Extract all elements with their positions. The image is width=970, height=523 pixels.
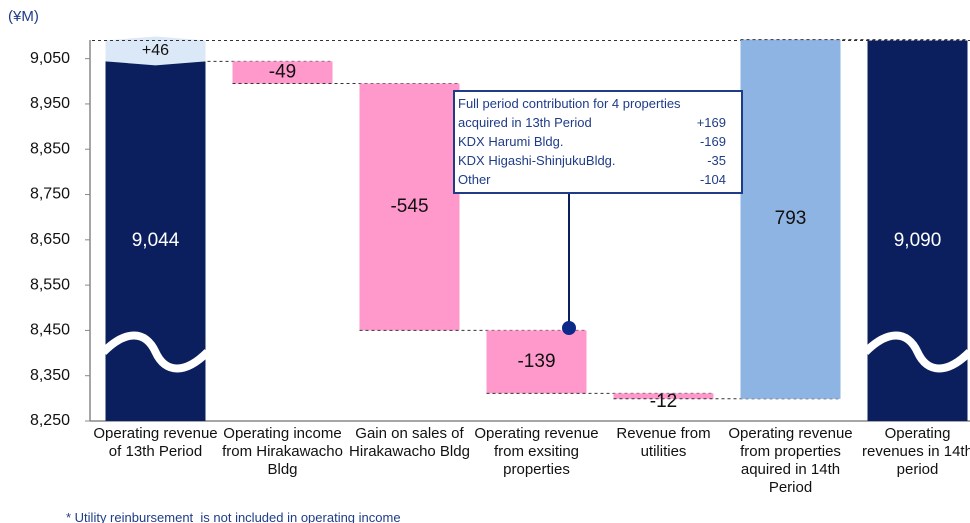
- annotation-box: Full period contribution for 4 propertie…: [453, 90, 743, 194]
- y-tick-label: 8,950: [30, 95, 70, 112]
- y-tick-label: 9,050: [30, 50, 70, 67]
- value-label: 9,044: [132, 230, 180, 251]
- y-tick-label: 8,450: [30, 322, 70, 339]
- y-tick-label: 8,850: [30, 140, 70, 157]
- bar: [105, 61, 206, 421]
- y-tick-label: 8,350: [30, 367, 70, 384]
- y-tick-label: 8,250: [30, 412, 70, 429]
- annotation-value: -169: [699, 134, 726, 149]
- value-label: -12: [650, 391, 677, 412]
- callout-dot: [562, 321, 576, 335]
- annotation-value: -35: [707, 153, 726, 168]
- bar: [740, 39, 841, 399]
- x-tick-label: Operating revenue from properties aquire…: [728, 425, 853, 496]
- annotation-text: acquired in 13th Period: [458, 115, 592, 130]
- annotation-text: KDX Higashi-ShinjukuBldg.: [458, 153, 616, 168]
- annotation-heading: Full period contribution for 4 propertie…: [458, 96, 681, 111]
- x-tick-label: Revenue from utilities: [616, 425, 711, 460]
- bar: [359, 83, 460, 331]
- axis-break: [862, 331, 970, 373]
- annotation-row: KDX Harumi Bldg. -169: [458, 132, 738, 151]
- y-tick-label: 8,650: [30, 231, 70, 248]
- value-label: 793: [775, 208, 807, 229]
- y-tick-label: 8,550: [30, 276, 70, 293]
- difference-arrow: [105, 36, 206, 66]
- annotation-row: acquired in 13th Period +169: [458, 113, 738, 132]
- value-label: -139: [517, 351, 555, 372]
- annotation-text: Other: [458, 172, 491, 187]
- annotation-row: KDX Higashi-ShinjukuBldg. -35: [458, 151, 738, 170]
- difference-label: +46: [142, 42, 169, 59]
- value-label: 9,090: [894, 230, 942, 251]
- value-label: -49: [269, 61, 296, 82]
- bar: [486, 330, 587, 394]
- x-tick-label: Operating revenue from exsiting properti…: [474, 425, 599, 478]
- y-tick-label: 8,750: [30, 186, 70, 203]
- axis-break: [100, 331, 211, 373]
- annotation-value: +169: [696, 115, 726, 130]
- annotation-value: -104: [699, 172, 726, 187]
- x-tick-label: Operating revenues in 14th period: [862, 425, 970, 478]
- value-label: -545: [390, 196, 428, 217]
- x-tick-label: Operating revenue of 13th Period: [93, 425, 218, 460]
- bar: [232, 61, 333, 84]
- x-tick-label: Operating income from Hirakawacho Bldg: [222, 425, 343, 478]
- unit-label: (¥M): [8, 8, 39, 25]
- bar: [613, 393, 714, 399]
- footnote: * Utility reinbursement is not included …: [66, 510, 401, 523]
- annotation-text: KDX Harumi Bldg.: [458, 134, 564, 149]
- annotation-row: Other -104: [458, 170, 738, 189]
- x-tick-label: Gain on sales of Hirakawacho Bldg: [349, 425, 470, 460]
